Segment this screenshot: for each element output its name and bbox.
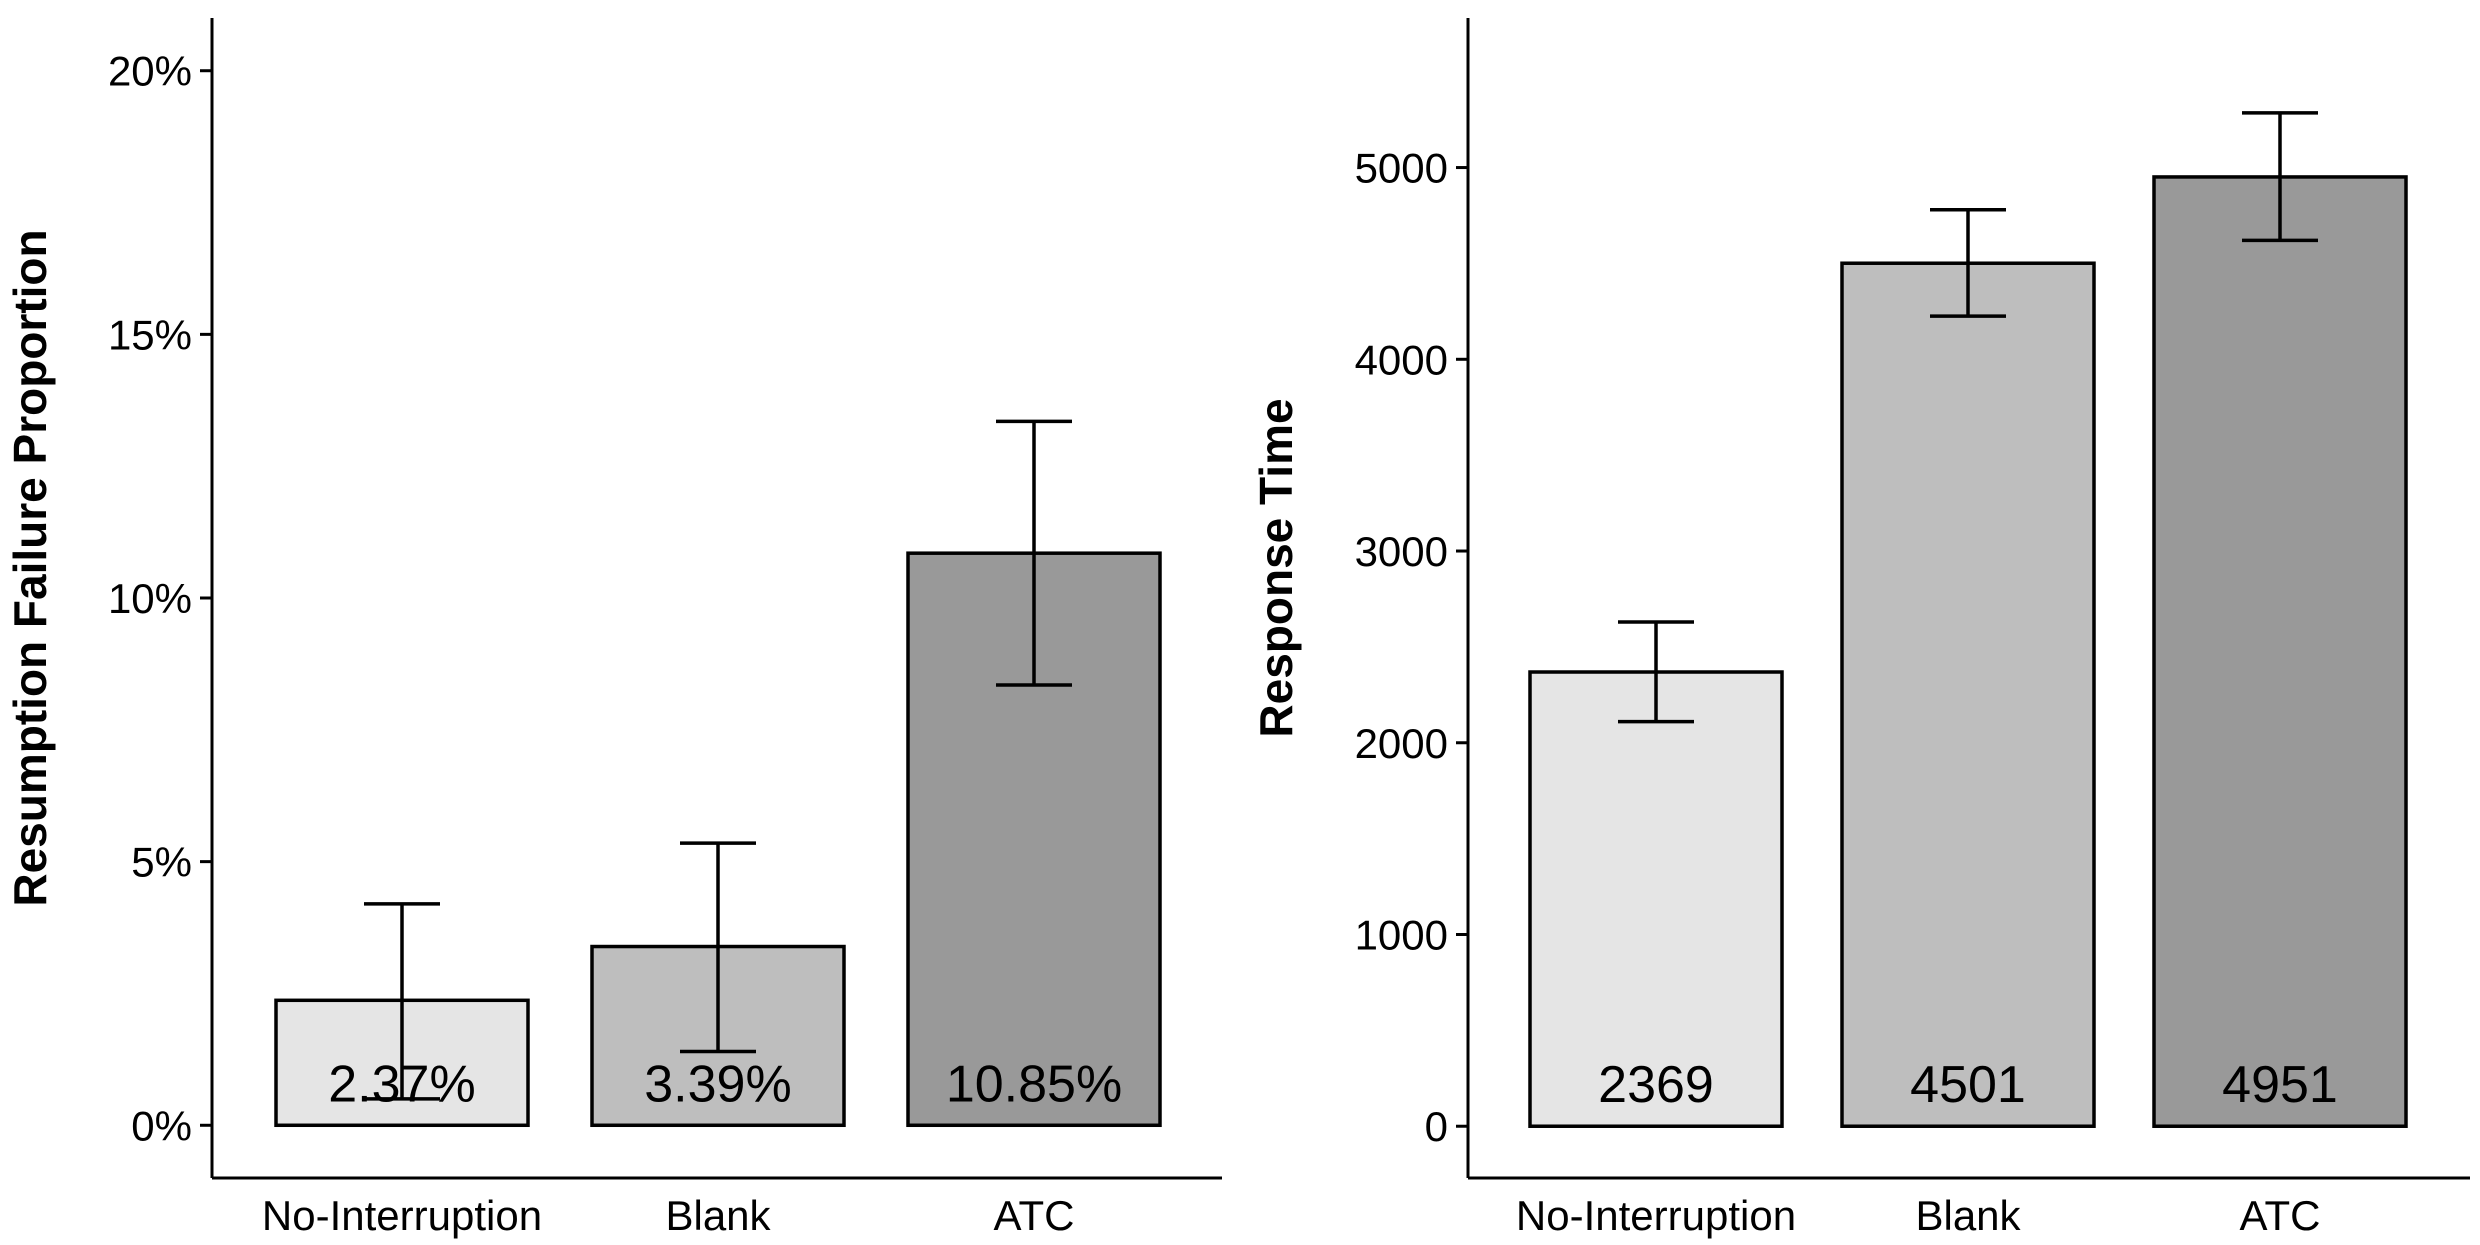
left-y-tick-label: 0% — [131, 1102, 192, 1149]
left-x-tick-label: No-Interruption — [262, 1192, 542, 1239]
right-y-tick-label: 0 — [1425, 1103, 1448, 1150]
right-bar-no-interruption — [1528, 670, 1784, 1128]
right-bar-atc — [2152, 175, 2408, 1128]
left-x-tick-label: ATC — [994, 1192, 1075, 1239]
right-bar-blank — [1840, 261, 2096, 1128]
left-y-axis-title: Resumption Failure Proportion — [4, 229, 56, 906]
right-chart-panel: 0 1000 2000 3000 4000 5000 2369 4501 4951 No-Inte… — [1250, 18, 2470, 1239]
right-y-tick-label: 4000 — [1355, 336, 1448, 383]
left-x-tick-label: Blank — [665, 1192, 771, 1239]
right-x-tick-label: No-Interruption — [1516, 1192, 1796, 1239]
left-y-tick-label: 15% — [108, 311, 192, 358]
right-x-tick-label: ATC — [2240, 1192, 2321, 1239]
right-y-tick-label: 5000 — [1355, 145, 1448, 192]
left-data-label: 3.39% — [644, 1055, 791, 1113]
left-y-tick-label: 5% — [131, 839, 192, 886]
right-x-tick-label: Blank — [1915, 1192, 2021, 1239]
right-y-axis-title: Response Time — [1250, 398, 1302, 737]
left-chart-panel: 0% 5% 10% 15% 20% 2.37% 3.39% 10.85% No-Interrup… — [4, 18, 1222, 1239]
left-data-label: 2.37% — [328, 1055, 475, 1113]
right-y-tick-label: 1000 — [1355, 911, 1448, 958]
right-y-tick-label: 2000 — [1355, 720, 1448, 767]
left-data-label: 10.85% — [946, 1055, 1122, 1113]
right-data-label: 2369 — [1598, 1056, 1714, 1114]
left-y-tick-label: 20% — [108, 48, 192, 95]
left-y-tick-label: 10% — [108, 575, 192, 622]
right-data-label: 4951 — [2222, 1056, 2338, 1114]
right-data-label: 4501 — [1910, 1056, 2026, 1114]
right-y-tick-label: 3000 — [1355, 528, 1448, 575]
